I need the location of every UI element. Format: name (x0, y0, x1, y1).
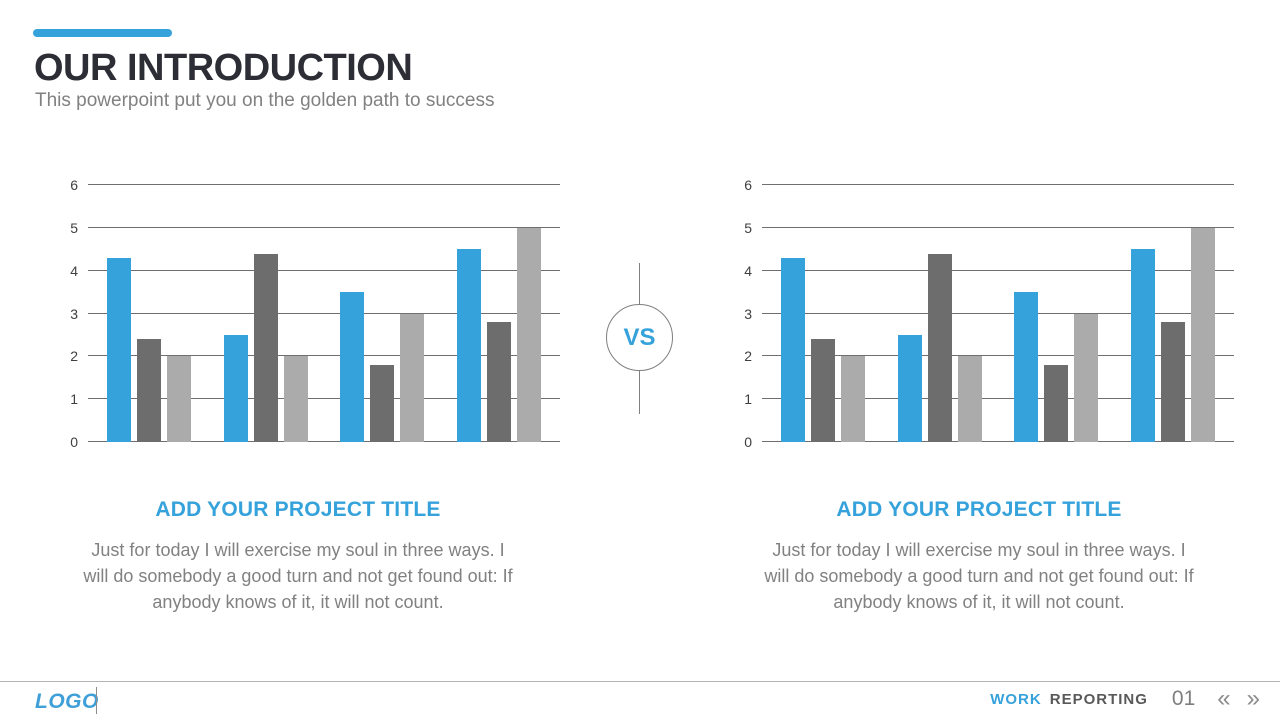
logo-separator (96, 687, 97, 714)
project-title-right: ADD YOUR PROJECT TITLE (836, 498, 1122, 521)
bar-dark-gray (811, 339, 835, 442)
bar-group (107, 185, 191, 442)
y-tick-label: 6 (70, 177, 78, 193)
page-subtitle: This powerpoint put you on the golden pa… (35, 90, 495, 111)
footer-right: WORK REPORTING 01 « » (990, 687, 1260, 711)
gridline (762, 441, 1234, 442)
vs-badge: VS (606, 304, 673, 371)
y-tick-label: 1 (70, 391, 78, 408)
bar-group (1130, 185, 1215, 442)
page-number: 01 (1171, 687, 1196, 710)
bar-light-gray (1190, 227, 1215, 442)
bar-blue (223, 334, 248, 442)
footer-reporting-label: REPORTING (1049, 690, 1148, 708)
bar-light-gray (1074, 313, 1099, 442)
bar-dark-gray (370, 364, 395, 442)
bar-blue (340, 292, 365, 442)
y-tick-label: 1 (744, 391, 752, 408)
bar-blue (107, 257, 131, 442)
y-tick-label: 4 (744, 262, 752, 279)
gridline (88, 269, 560, 271)
y-tick-label: 0 (744, 434, 752, 450)
gridline (762, 184, 1234, 185)
caption-right: ADD YOUR PROJECT TITLE Just for today I … (749, 498, 1209, 615)
y-tick-label: 3 (744, 305, 752, 322)
y-tick-label: 4 (70, 262, 78, 279)
bar-chart-left: 0 1 2 3 4 5 6 (55, 172, 560, 449)
gridline (762, 312, 1234, 314)
bar-blue (1014, 292, 1039, 442)
y-tick-label: 3 (70, 305, 78, 322)
page-title: OUR INTRODUCTION (34, 47, 413, 89)
accent-bar (33, 29, 172, 37)
bar-group (781, 185, 865, 442)
bar-light-gray (283, 356, 308, 442)
vs-label: VS (623, 323, 656, 351)
project-title-left: ADD YOUR PROJECT TITLE (155, 498, 441, 521)
bar-dark-gray (1160, 322, 1185, 442)
y-axis: 0 1 2 3 4 5 6 (729, 178, 762, 449)
bar-light-gray (516, 227, 541, 442)
y-tick-label: 5 (70, 219, 78, 236)
bar-series (88, 185, 560, 442)
bar-blue (1130, 249, 1155, 442)
bar-light-gray (400, 313, 425, 442)
bar-light-gray (167, 356, 191, 442)
gridline (88, 355, 560, 357)
footer-divider-line (0, 681, 1280, 682)
bar-dark-gray (486, 322, 511, 442)
bar-light-gray (957, 356, 982, 442)
bar-series (762, 185, 1234, 442)
bar-blue (456, 249, 481, 442)
bar-group (1014, 185, 1099, 442)
bar-dark-gray (927, 253, 952, 442)
y-tick-label: 6 (744, 177, 752, 193)
chart-plot-area (762, 184, 1234, 442)
caption-left: ADD YOUR PROJECT TITLE Just for today I … (68, 498, 528, 615)
logo: LOGO (35, 690, 99, 713)
bar-dark-gray (137, 339, 161, 442)
gridline (762, 226, 1234, 228)
y-tick-label: 0 (70, 434, 78, 450)
gridline (88, 312, 560, 314)
footer-work-label: WORK (990, 690, 1042, 708)
gridline (762, 355, 1234, 357)
bar-light-gray (841, 356, 865, 442)
gridline (88, 441, 560, 442)
y-tick-label: 5 (744, 219, 752, 236)
bar-dark-gray (253, 253, 278, 442)
bar-group (456, 185, 541, 442)
bar-blue (781, 257, 805, 442)
previous-slide-icon[interactable]: « (1217, 685, 1231, 712)
y-tick-label: 2 (70, 348, 78, 365)
bar-group (340, 185, 425, 442)
next-slide-icon[interactable]: » (1246, 685, 1260, 712)
project-description-right: Just for today I will exercise my soul i… (764, 540, 1194, 612)
gridline (88, 226, 560, 228)
chart-plot-area (88, 184, 560, 442)
bar-group (897, 185, 982, 442)
gridline (88, 398, 560, 400)
bar-dark-gray (1044, 364, 1069, 442)
bar-blue (897, 334, 922, 442)
bar-group (223, 185, 308, 442)
gridline (762, 398, 1234, 400)
project-description-left: Just for today I will exercise my soul i… (83, 540, 513, 612)
gridline (762, 269, 1234, 271)
y-axis: 0 1 2 3 4 5 6 (55, 178, 88, 449)
y-tick-label: 2 (744, 348, 752, 365)
gridline (88, 184, 560, 185)
bar-chart-right: 0 1 2 3 4 5 6 (729, 172, 1234, 449)
